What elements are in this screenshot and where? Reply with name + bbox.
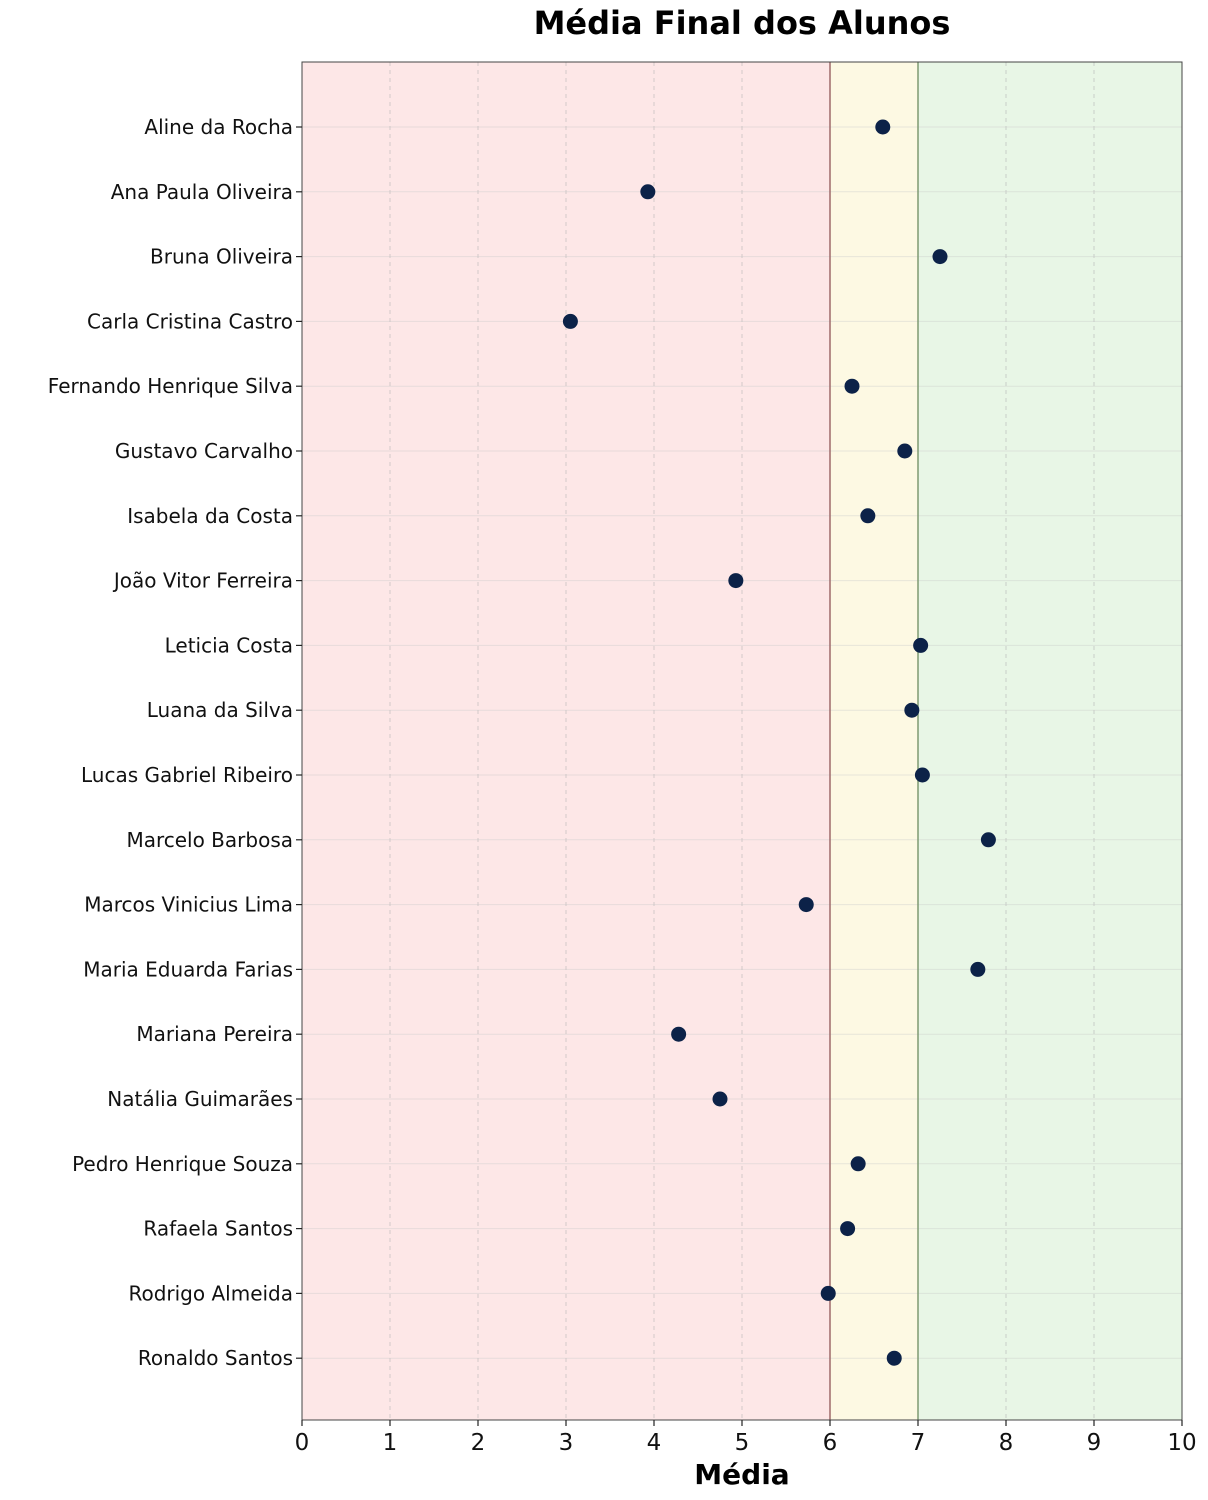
- y-tick-label-1: Ana Paula Oliveira: [111, 180, 293, 204]
- x-tick-label-4: 4: [647, 1430, 662, 1456]
- band-1: [830, 62, 918, 1420]
- point-18: [820, 1285, 836, 1301]
- x-tick-label-7: 7: [911, 1430, 926, 1456]
- y-tick-label-19: Ronaldo Santos: [138, 1346, 293, 1370]
- y-tick-label-5: Gustavo Carvalho: [115, 439, 293, 463]
- point-10: [914, 767, 930, 783]
- point-13: [970, 961, 986, 977]
- y-tick-label-9: Luana da Silva: [147, 698, 293, 722]
- y-tick-label-3: Carla Cristina Castro: [87, 309, 293, 333]
- point-14: [671, 1026, 687, 1042]
- x-tick-label-6: 6: [823, 1430, 838, 1456]
- y-tick-label-14: Mariana Pereira: [136, 1022, 293, 1046]
- y-tick-label-4: Fernando Henrique Silva: [48, 374, 293, 398]
- y-tick-label-13: Maria Eduarda Farias: [83, 957, 293, 981]
- point-8: [913, 637, 929, 653]
- y-tick-label-8: Leticia Costa: [165, 633, 293, 657]
- point-1: [640, 184, 656, 200]
- point-0: [875, 119, 891, 135]
- y-tick-label-10: Lucas Gabriel Ribeiro: [81, 763, 293, 787]
- point-2: [932, 249, 948, 265]
- y-tick-label-15: Natália Guimarães: [107, 1087, 293, 1111]
- y-tick-label-6: Isabela da Costa: [127, 504, 293, 528]
- x-tick-label-9: 9: [1087, 1430, 1102, 1456]
- point-17: [840, 1221, 856, 1237]
- chart-title: Média Final dos Alunos: [534, 4, 951, 42]
- point-19: [886, 1350, 902, 1366]
- x-tick-label-3: 3: [559, 1430, 574, 1456]
- x-tick-label-0: 0: [295, 1430, 310, 1456]
- x-tick-label-10: 10: [1167, 1430, 1196, 1456]
- point-9: [904, 702, 920, 718]
- x-axis-label: Média: [694, 1458, 789, 1491]
- y-tick-label-0: Aline da Rocha: [144, 115, 293, 139]
- y-tick-label-7: João Vitor Ferreira: [112, 569, 293, 593]
- y-tick-label-16: Pedro Henrique Souza: [72, 1152, 293, 1176]
- x-tick-label-8: 8: [999, 1430, 1014, 1456]
- y-tick-label-2: Bruna Oliveira: [150, 245, 293, 269]
- y-tick-label-18: Rodrigo Almeida: [128, 1281, 293, 1305]
- x-tick-label-5: 5: [735, 1430, 750, 1456]
- point-11: [980, 832, 996, 848]
- point-7: [728, 573, 744, 589]
- point-4: [844, 378, 860, 394]
- x-tick-label-2: 2: [471, 1430, 486, 1456]
- point-5: [897, 443, 913, 459]
- y-tick-label-12: Marcos Vinicius Lima: [84, 893, 293, 917]
- y-tick-label-11: Marcelo Barbosa: [126, 828, 293, 852]
- point-16: [850, 1156, 866, 1172]
- y-tick-labels: Aline da Rocha Ana Paula Oliveira Bruna Ol…: [48, 115, 302, 1370]
- point-15: [712, 1091, 728, 1107]
- x-tick-label-1: 1: [383, 1430, 398, 1456]
- x-tick-labels: 0 1 2 3 4 5 6 7 8 9 10: [295, 1420, 1197, 1456]
- point-3: [562, 313, 578, 329]
- point-12: [798, 897, 814, 913]
- threshold-lines: [829, 62, 919, 1420]
- band-2: [918, 62, 1182, 1420]
- data-points: [562, 119, 996, 1366]
- y-tick-label-17: Rafaela Santos: [143, 1217, 293, 1241]
- point-6: [860, 508, 876, 524]
